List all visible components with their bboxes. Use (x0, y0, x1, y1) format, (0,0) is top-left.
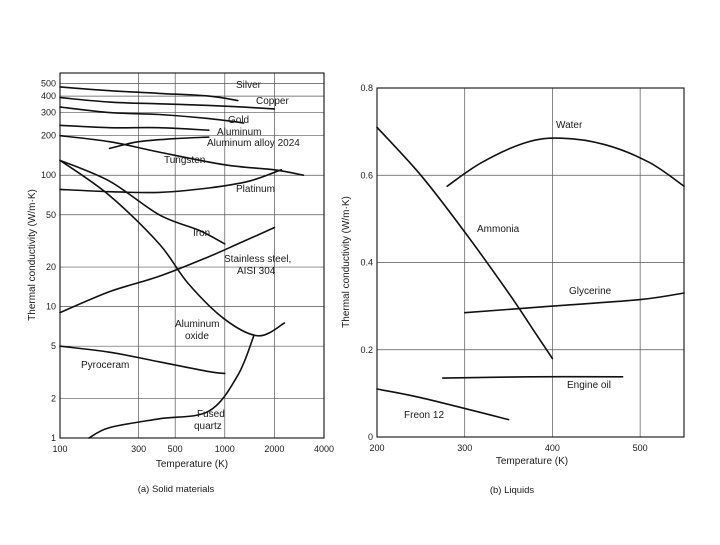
y-axis-label: Thermal conductivity (W/m·K) (27, 189, 38, 321)
y-tick-label: 300 (41, 108, 56, 118)
y-tick-label: 5 (51, 341, 56, 351)
series-line-tungsten (59, 134, 305, 176)
y-tick-label: 1 (51, 433, 56, 443)
x-tick-label: 200 (369, 443, 384, 453)
series-label-water: Water (556, 120, 583, 131)
series-label-aluminum-alloy-2024: Aluminum alloy 2024 (207, 138, 300, 149)
series-label-stainless-steel-aisi-304: Stainless steel, (224, 254, 291, 265)
series-label-iron: Iron (193, 228, 210, 239)
series-line-pyroceram (59, 345, 226, 375)
series-label-fused-quartz: Fused (197, 409, 225, 420)
series-line-freon-12 (376, 388, 510, 421)
series-line-gold (59, 106, 245, 124)
series-label-copper: Copper (256, 96, 289, 107)
x-tick-label: 300 (457, 443, 472, 453)
y-tick-label: 2 (51, 393, 56, 403)
series-label-silver: Silver (236, 80, 262, 91)
series-line-ammonia (376, 126, 554, 360)
series-label-engine-oil: Engine oil (567, 380, 611, 391)
series-line-engine-oil (442, 375, 624, 379)
y-tick-label: 400 (41, 91, 56, 101)
plot-frame (59, 72, 325, 439)
x-tick-label: 1000 (215, 444, 235, 454)
panel-solid-materials: 100 300 500 1000 2000 4000 1 2 5 10 20 50 100 200 300 4… (27, 72, 334, 495)
y-tick-label: 500 (41, 78, 56, 88)
y-axis-label: Thermal conductivity (W/m·K) (341, 196, 352, 328)
y-tick-label: 0 (368, 432, 373, 442)
y-tick-label: 50 (46, 210, 56, 220)
series-line-aluminum-oxide (59, 159, 286, 337)
y-tick-label: 200 (41, 131, 56, 141)
panel-liquids: 200 300 400 500 0 0.2 0.4 0.6 0.8 Temperature (K)… (341, 83, 685, 496)
series-label-platinum: Platinum (236, 184, 275, 195)
plot-frame (376, 87, 685, 438)
gridlines (376, 87, 684, 438)
tick-labels: 200 300 400 500 0 0.2 0.4 0.6 0.8 (360, 83, 647, 453)
series-line-copper (59, 96, 276, 110)
series-line-aluminum (59, 124, 210, 131)
series-label-freon-12: Freon 12 (404, 410, 444, 421)
series-line-aluminum-alloy-2024 (108, 136, 210, 150)
x-tick-label: 400 (545, 443, 560, 453)
series-label-ammonia: Ammonia (477, 224, 520, 235)
series-label-glycerine: Glycerine (569, 286, 612, 297)
series-line-water (446, 137, 685, 187)
x-tick-label: 4000 (314, 444, 334, 454)
x-tick-label: 300 (131, 444, 146, 454)
panel-caption: (a) Solid materials (138, 484, 215, 495)
y-tick-label: 100 (41, 170, 56, 180)
panel-caption: (b) Liquids (490, 485, 535, 496)
x-axis-label: Temperature (K) (496, 456, 568, 467)
x-axis-label: Temperature (K) (156, 459, 228, 470)
series-label-fused-quartz: quartz (194, 421, 222, 432)
series-line-fused-quartz (88, 335, 255, 439)
series-label-aluminum-oxide: oxide (185, 331, 209, 342)
series-label-pyroceram: Pyroceram (81, 360, 129, 371)
series-label-stainless-steel-aisi-304: AISI 304 (237, 266, 276, 277)
tick-labels: 100 300 500 1000 2000 4000 1 2 5 10 20 50 100 200 300 4… (41, 78, 334, 454)
series-line-iron (59, 159, 226, 245)
y-tick-label: 0.2 (360, 345, 373, 355)
x-tick-label: 100 (52, 444, 67, 454)
x-tick-label: 500 (168, 444, 183, 454)
series-label-gold: Gold (228, 115, 249, 126)
x-tick-label: 2000 (264, 444, 284, 454)
series-line-stainless-steel-aisi-304 (59, 226, 276, 314)
x-tick-label: 500 (633, 443, 648, 453)
series-line-silver (59, 86, 239, 102)
series-label-aluminum: Aluminum (217, 127, 261, 138)
series-label-tungsten: Tungsten (164, 155, 205, 166)
y-tick-label: 0.6 (360, 170, 373, 180)
y-tick-label: 10 (46, 302, 56, 312)
y-tick-label: 0.4 (360, 258, 373, 268)
y-tick-label: 0.8 (360, 83, 373, 93)
series-label-aluminum-oxide: Aluminum (175, 319, 219, 330)
series-line-glycerine (463, 292, 685, 314)
y-tick-label: 20 (46, 262, 56, 272)
